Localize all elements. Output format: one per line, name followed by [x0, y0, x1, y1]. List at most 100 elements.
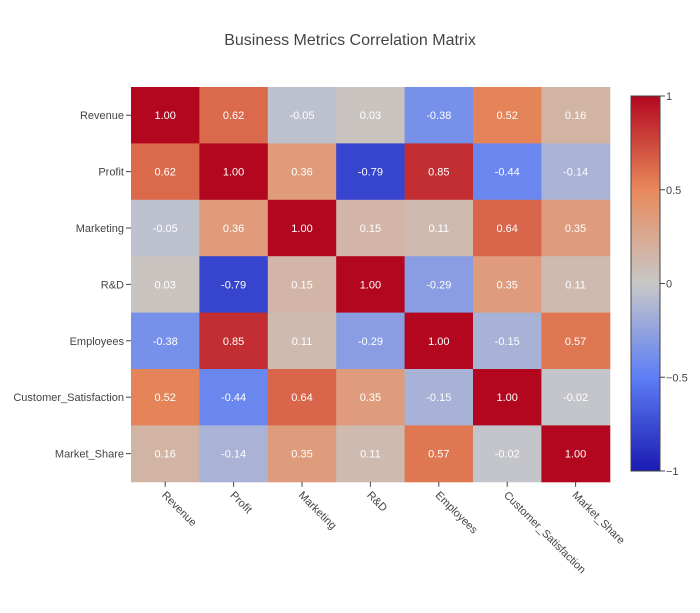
heatmap-cell-employees-profit: [199, 312, 269, 370]
y-tick-label-profit: Profit: [98, 167, 124, 179]
y-tick-label-market-share: Market_Share: [55, 449, 124, 461]
colorbar-tick-label: 0.5: [666, 185, 681, 197]
cell-value-label: 0.15: [360, 223, 381, 235]
heatmap-cell-profit-market-share: [541, 143, 611, 201]
y-tick-label-r-d: R&D: [101, 279, 124, 291]
cell-value-label: 1.00: [428, 336, 449, 348]
cell-value-label: 0.85: [428, 167, 449, 179]
cell-value-label: 0.64: [496, 223, 517, 235]
y-tick-label-employees: Employees: [70, 336, 125, 348]
cell-value-label: -0.02: [563, 392, 588, 404]
cell-value-label: 1.00: [565, 449, 586, 461]
heatmap-cell-customer-satisfaction-revenue: [131, 369, 200, 426]
heatmap-cell-employees-market-share: [541, 312, 611, 370]
heatmap-cell-r-d-profit: [199, 256, 269, 314]
cell-value-label: 0.57: [428, 449, 449, 461]
cell-value-label: 0.03: [360, 110, 381, 122]
cell-value-label: -0.15: [426, 392, 451, 404]
cell-value-label: -0.29: [426, 279, 451, 291]
cell-value-label: 0.52: [496, 110, 517, 122]
heatmap-cell-revenue-market-share: [541, 87, 611, 144]
cell-value-label: 0.16: [154, 449, 175, 461]
cell-value-label: -0.29: [358, 336, 383, 348]
heatmap-cell-customer-satisfaction-profit: [199, 369, 269, 426]
y-tick-label-customer-satisfaction: Customer_Satisfaction: [13, 392, 124, 404]
cell-value-label: -0.05: [289, 110, 314, 122]
cell-value-label: 0.57: [565, 336, 586, 348]
heatmap-cell-market-share-customer-satisfaction: [473, 425, 542, 483]
x-axis-tick-labels: Revenue Profit Marketing R&D Employees Custom…: [159, 481, 627, 576]
x-tick-label-marketing: Marketing: [296, 489, 339, 532]
heatmap-cell-customer-satisfaction-market-share: [541, 369, 611, 426]
x-tick-label-market-share: Market_Share: [569, 489, 626, 546]
cell-value-label: 0.64: [291, 392, 312, 404]
colorbar-tick-label: −1: [666, 466, 679, 478]
cell-value-label: 0.16: [565, 110, 586, 122]
heatmap-cell-r-d-revenue: [131, 256, 200, 314]
heatmap-cell-market-share-profit: [199, 425, 269, 483]
heatmap-cell-marketing-r-d: [336, 199, 406, 257]
heatmap-cell-customer-satisfaction-employees: [404, 369, 474, 426]
colorbar-tick-label: 1: [666, 91, 672, 103]
heatmap-cell-customer-satisfaction-r-d: [336, 369, 406, 426]
cell-value-label: 1.00: [154, 110, 175, 122]
heatmap-cell-revenue-marketing: [267, 87, 337, 144]
heatmap-cell-employees-revenue: [131, 312, 200, 370]
heatmap-cell-r-d-employees: [404, 256, 474, 314]
heatmap-cell-revenue-r-d: [336, 87, 406, 144]
x-tick-label-r-d: R&D: [364, 489, 389, 514]
heatmap-cell-revenue-customer-satisfaction: [473, 87, 542, 144]
heatmap-cell-market-share-employees: [404, 425, 474, 483]
heatmap-cell-marketing-customer-satisfaction: [473, 199, 542, 257]
heatmap-cell-employees-r-d: [336, 312, 406, 370]
cell-value-label: 0.36: [291, 167, 312, 179]
cell-value-label: 0.35: [565, 223, 586, 235]
cell-value-label: -0.79: [221, 279, 246, 291]
heatmap-cell-profit-employees: [404, 143, 474, 201]
heatmap-cell-revenue-employees: [404, 87, 474, 144]
colorbar-tick-label: 0: [666, 279, 672, 291]
cell-value-label: 1.00: [223, 167, 244, 179]
heatmap-cells: 1.00 0.62 -0.05 0.03 -0.38 0.52 0.16 0.62 1.00 0.…: [131, 87, 611, 483]
heatmap-cell-profit-r-d: [336, 143, 406, 201]
cell-value-label: 0.35: [360, 392, 381, 404]
cell-value-label: 1.00: [291, 223, 312, 235]
heatmap-cell-r-d-marketing: [267, 256, 337, 314]
cell-value-label: 0.35: [291, 449, 312, 461]
cell-value-label: -0.44: [221, 392, 246, 404]
cell-value-label: 0.85: [223, 336, 244, 348]
y-tick-label-revenue: Revenue: [80, 110, 124, 122]
x-tick-label-revenue: Revenue: [159, 489, 199, 529]
heatmap-cell-market-share-r-d: [336, 425, 406, 483]
heatmap-cell-marketing-marketing: [267, 199, 337, 257]
heatmap-cell-revenue-profit: [199, 87, 269, 144]
heatmap-cell-marketing-profit: [199, 199, 269, 257]
cell-value-label: -0.79: [358, 167, 383, 179]
heatmap-cell-employees-employees: [404, 312, 474, 370]
heatmap-cell-employees-marketing: [267, 312, 337, 370]
cell-value-label: -0.05: [153, 223, 178, 235]
heatmap-cell-profit-revenue: [131, 143, 200, 201]
colorbar-gradient: [630, 95, 661, 472]
heatmap-cell-market-share-marketing: [267, 425, 337, 483]
heatmap-cell-revenue-revenue: [131, 87, 200, 144]
cell-value-label: -0.44: [495, 167, 520, 179]
cell-value-label: 0.35: [496, 279, 517, 291]
cell-value-label: 0.11: [429, 223, 450, 235]
cell-value-label: -0.14: [563, 167, 588, 179]
heatmap-cell-profit-marketing: [267, 143, 337, 201]
heatmap-cell-marketing-employees: [404, 199, 474, 257]
cell-value-label: 1.00: [360, 279, 381, 291]
cell-value-label: 0.62: [154, 167, 175, 179]
heatmap-cell-profit-profit: [199, 143, 269, 201]
cell-value-label: 0.15: [291, 279, 312, 291]
cell-value-label: -0.15: [495, 336, 520, 348]
cell-value-label: 0.03: [154, 279, 175, 291]
heatmap-cell-r-d-customer-satisfaction: [473, 256, 542, 314]
cell-value-label: -0.38: [426, 110, 451, 122]
x-tick-label-employees: Employees: [433, 489, 480, 536]
heatmap-cell-market-share-market-share: [541, 425, 611, 483]
cell-value-label: 1.00: [496, 392, 517, 404]
cell-value-label: 0.52: [154, 392, 175, 404]
